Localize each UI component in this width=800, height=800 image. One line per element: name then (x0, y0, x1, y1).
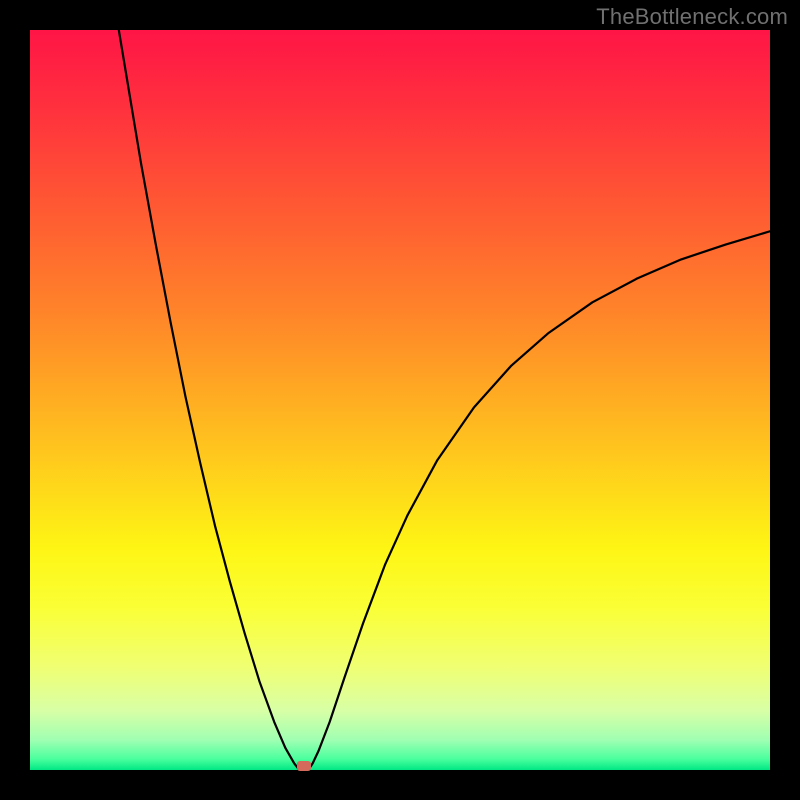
curve-layer (30, 30, 770, 770)
plot-area (30, 30, 770, 770)
watermark-text: TheBottleneck.com (596, 4, 788, 30)
curve-left-branch (119, 30, 300, 770)
chart-frame: TheBottleneck.com (0, 0, 800, 800)
curve-right-branch (308, 231, 770, 770)
optimum-marker (297, 761, 311, 771)
